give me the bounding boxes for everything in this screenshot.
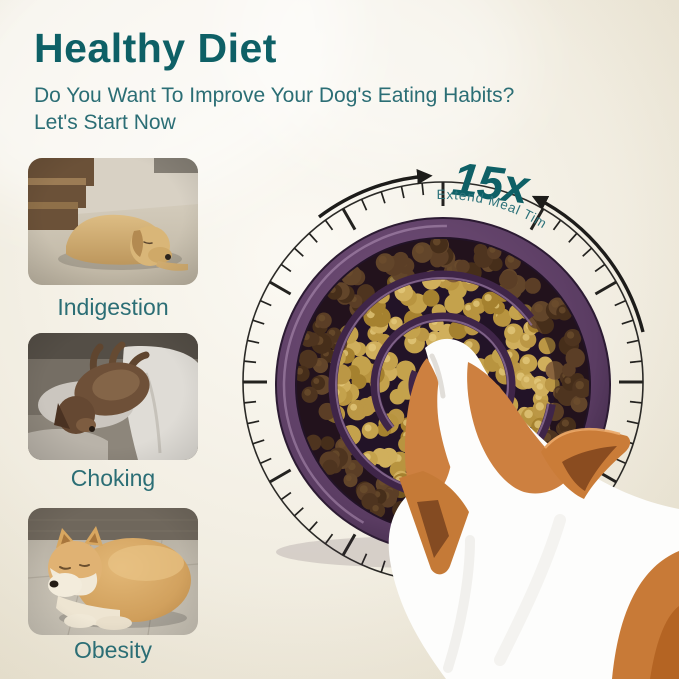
corgi-fur-shade-2	[494, 514, 566, 666]
problem-card-obesity	[28, 508, 198, 635]
obesity-photo	[28, 508, 198, 635]
page-subtitle: Do You Want To Improve Your Dog's Eating…	[34, 82, 514, 136]
corgi-ear-left-inner	[417, 500, 449, 558]
problem-label-choking: Choking	[70, 465, 156, 491]
corgi-dog	[388, 338, 679, 679]
corgi-muzzle-shade	[429, 353, 446, 399]
counterclockwise-arrow-icon	[531, 195, 645, 333]
problem-card-indigestion	[28, 158, 198, 285]
subtitle-line-2: Let's Start Now	[34, 111, 176, 134]
corgi-ear-right-rim	[544, 427, 621, 449]
page-title: Healthy Diet	[34, 25, 277, 71]
choking-photo	[28, 333, 198, 460]
problem-label-obesity: Obesity	[74, 637, 152, 663]
corgi-blaze	[437, 352, 514, 512]
clockwise-arrow-icon	[317, 169, 433, 219]
indigestion-photo	[28, 158, 198, 285]
multiplier-text: 15x	[450, 152, 534, 214]
corgi-ear-right-inner	[562, 446, 617, 491]
corgi-fur-shade-1	[443, 535, 475, 673]
subtitle-line-1: Do You Want To Improve Your Dog's Eating…	[34, 84, 515, 107]
corgi-rump-shade	[650, 606, 679, 679]
problem-card-choking	[28, 333, 198, 460]
problem-label-indigestion: Indigestion	[57, 294, 169, 320]
header: Healthy Diet Do You Want To Improve Your…	[34, 25, 514, 136]
